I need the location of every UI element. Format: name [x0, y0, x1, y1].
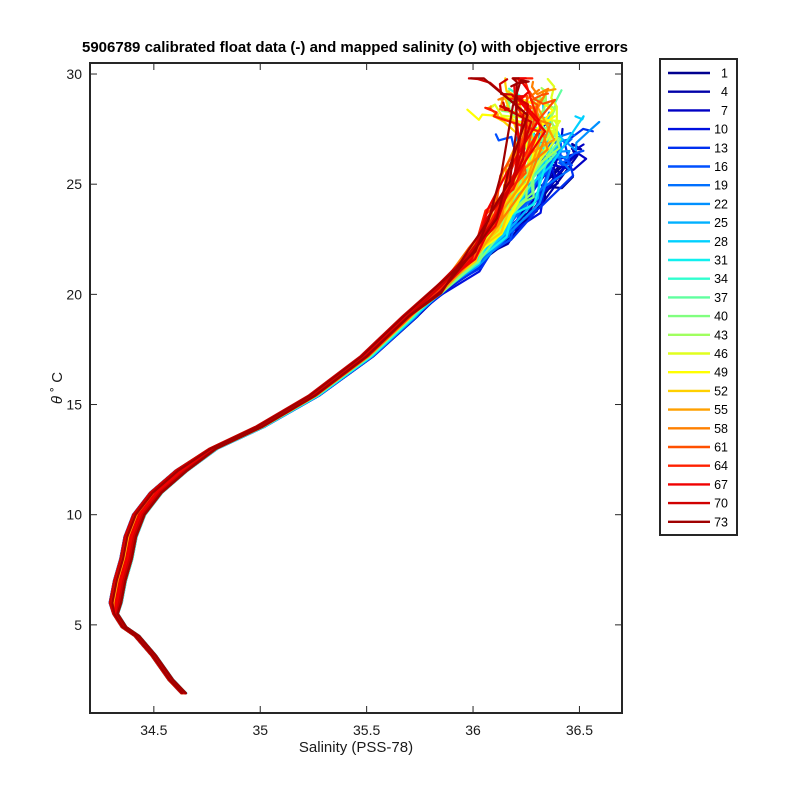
legend-items: 1 4 7 10 13 16 19 22 25 28 31 34 37 40 43 46 49 52 55 58 61 6… [668, 67, 728, 529]
x-axis: 34.5 35 35.5 36 36.5 [140, 63, 593, 738]
legend-label-58: 58 [714, 422, 728, 436]
x-tick-label: 36 [465, 722, 481, 738]
legend-label-43: 43 [714, 328, 728, 342]
axes-box [89, 62, 623, 714]
y-tick-label: 15 [66, 397, 82, 413]
x-tick-label: 35 [252, 722, 268, 738]
y-axis-label: θ ˚ C [49, 372, 66, 404]
x-tick-label: 36.5 [566, 722, 593, 738]
x-tick-label: 34.5 [140, 722, 167, 738]
legend-label-64: 64 [714, 459, 728, 473]
legend-label-22: 22 [714, 197, 728, 211]
legend-label-28: 28 [714, 235, 728, 249]
y-axis: 5 10 15 20 25 30 [66, 66, 622, 633]
x-tick-label: 35.5 [353, 722, 380, 738]
y-tick-label: 30 [66, 66, 82, 82]
y-axis-label-symbol: θ [49, 396, 66, 404]
legend-label-73: 73 [714, 515, 728, 529]
legend-label-37: 37 [714, 291, 728, 305]
series-layer [108, 77, 601, 695]
legend-label-61: 61 [714, 441, 728, 455]
legend-label-7: 7 [721, 104, 728, 118]
profile-line-73 [111, 77, 520, 695]
x-axis-label: Salinity (PSS-78) [299, 739, 413, 756]
legend-label-25: 25 [714, 216, 728, 230]
legend-label-10: 10 [714, 123, 728, 137]
legend-label-34: 34 [714, 272, 728, 286]
legend-label-19: 19 [714, 179, 728, 193]
profile-line-73 [116, 79, 530, 695]
y-tick-label: 25 [66, 176, 82, 192]
legend-label-16: 16 [714, 160, 728, 174]
legend-label-52: 52 [714, 384, 728, 398]
y-tick-label: 20 [66, 286, 82, 302]
legend: 1 4 7 10 13 16 19 22 25 28 31 34 37 40 43 46 49 52 55 58 61 6… [659, 58, 738, 536]
y-tick-label: 5 [74, 617, 82, 633]
legend-label-67: 67 [714, 478, 728, 492]
legend-label-1: 1 [721, 67, 728, 81]
legend-label-4: 4 [721, 85, 728, 99]
legend-label-13: 13 [714, 141, 728, 155]
legend-label-70: 70 [714, 497, 728, 511]
legend-label-49: 49 [714, 366, 728, 380]
legend-label-40: 40 [714, 310, 728, 324]
chart-title: 5906789 calibrated float data (-) and ma… [82, 39, 628, 56]
y-axis-label-unit: ˚ C [49, 372, 66, 392]
legend-label-46: 46 [714, 347, 728, 361]
y-tick-label: 10 [66, 507, 82, 523]
legend-label-31: 31 [714, 254, 728, 268]
legend-label-55: 55 [714, 403, 728, 417]
